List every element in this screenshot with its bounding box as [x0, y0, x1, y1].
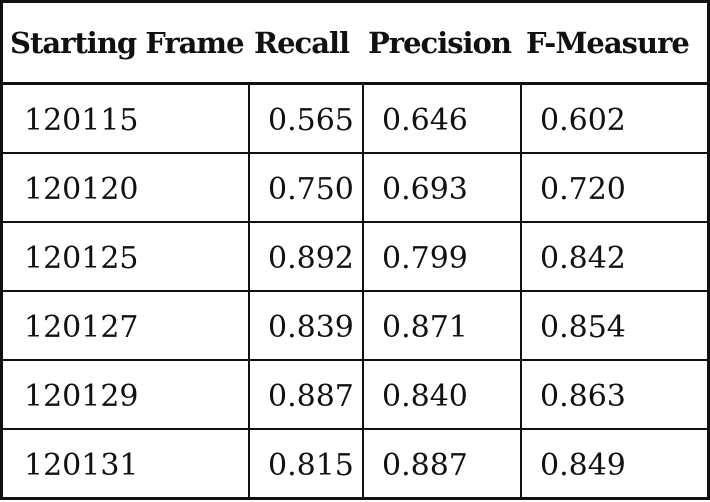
cell-recall: 0.565	[268, 103, 354, 138]
cell-recall: 0.815	[268, 448, 354, 483]
cell-f-measure: 0.863	[540, 379, 626, 414]
cell-precision: 0.887	[382, 448, 468, 483]
row-divider	[0, 221, 710, 223]
column-divider	[362, 84, 364, 500]
cell-f-measure: 0.842	[540, 241, 626, 276]
row-divider	[0, 290, 710, 292]
table-border-top	[0, 0, 710, 3]
table-border-right	[707, 0, 710, 500]
row-divider	[0, 428, 710, 430]
table-border-bottom	[0, 497, 710, 500]
table-row: 120127 0.839 0.871 0.854	[0, 291, 710, 360]
header-f-measure: F-Measure	[526, 26, 690, 60]
cell-starting-frame: 120131	[24, 448, 139, 483]
cell-starting-frame: 120129	[24, 379, 139, 414]
table-row: 120129 0.887 0.840 0.863	[0, 360, 710, 429]
cell-recall: 0.839	[268, 310, 354, 345]
cell-recall: 0.887	[268, 379, 354, 414]
table-row: 120115 0.565 0.646 0.602	[0, 84, 710, 153]
cell-precision: 0.799	[382, 241, 468, 276]
cell-starting-frame: 120127	[24, 310, 139, 345]
cell-precision: 0.871	[382, 310, 468, 345]
cell-f-measure: 0.849	[540, 448, 626, 483]
table-row: 120131 0.815 0.887 0.849	[0, 429, 710, 498]
cell-precision: 0.693	[382, 172, 468, 207]
cell-f-measure: 0.602	[540, 103, 626, 138]
row-divider	[0, 359, 710, 361]
table-row: 120120 0.750 0.693 0.720	[0, 153, 710, 222]
header-starting-frame: Starting Frame	[10, 26, 245, 60]
table-row: 120125 0.892 0.799 0.842	[0, 222, 710, 291]
column-divider	[520, 84, 522, 500]
column-divider	[248, 84, 250, 500]
cell-starting-frame: 120115	[24, 103, 139, 138]
cell-recall: 0.750	[268, 172, 354, 207]
table-border-left	[0, 0, 3, 500]
cell-starting-frame: 120125	[24, 241, 139, 276]
cell-f-measure: 0.720	[540, 172, 626, 207]
header-precision: Precision	[368, 26, 512, 60]
header-divider	[0, 82, 710, 85]
row-divider	[0, 152, 710, 154]
cell-f-measure: 0.854	[540, 310, 626, 345]
cell-precision: 0.646	[382, 103, 468, 138]
cell-starting-frame: 120120	[24, 172, 139, 207]
cell-precision: 0.840	[382, 379, 468, 414]
cell-recall: 0.892	[268, 241, 354, 276]
header-recall: Recall	[254, 26, 350, 60]
table-header-row: Starting Frame Recall Precision F-Measur…	[0, 0, 710, 83]
